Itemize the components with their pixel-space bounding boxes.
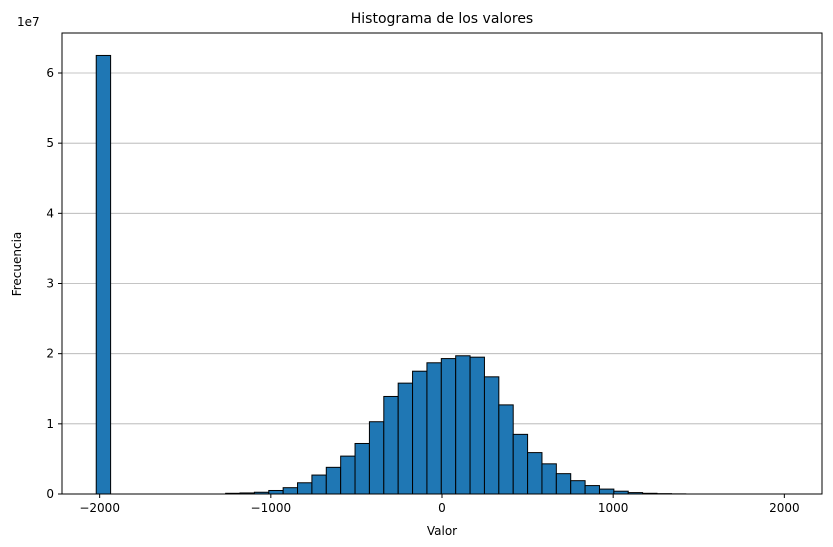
y-tick-label: 1: [46, 417, 54, 431]
x-tick-label: −1000: [251, 501, 292, 515]
histogram-bar: [469, 356, 485, 495]
y-tick-label: 6: [46, 66, 54, 80]
histogram-bar: [268, 489, 284, 495]
histogram-bar: [440, 358, 457, 495]
histogram-bar: [512, 433, 529, 495]
histogram-bar: [527, 452, 543, 495]
y-tick-label: 2: [46, 347, 54, 361]
histogram-bars: [95, 54, 687, 495]
histogram-bar: [397, 382, 414, 495]
x-axis-label: Valor: [427, 524, 457, 538]
y-tick-label: 5: [46, 136, 54, 150]
histogram-bar: [584, 485, 600, 495]
chart-title: Histograma de los valores: [351, 11, 533, 27]
y-tick-label: 0: [46, 487, 54, 501]
histogram-bar: [498, 404, 514, 495]
histogram-bar: [426, 362, 442, 495]
histogram-bar: [412, 370, 428, 495]
y-axis-ticks: 0 1 2 3 4 5 6: [46, 66, 62, 501]
histogram-bar: [297, 482, 313, 495]
histogram-bar: [282, 487, 299, 495]
y-tick-label: 3: [46, 276, 54, 290]
x-axis-ticks: −2000 −1000 0 1000 2000: [79, 494, 800, 515]
histogram-bar: [455, 355, 471, 495]
x-tick-label: −2000: [79, 501, 120, 515]
histogram-bar: [483, 376, 500, 495]
histogram-bar: [354, 442, 370, 495]
y-axis-offset-label: 1e7: [17, 15, 40, 29]
x-tick-label: 1000: [598, 501, 629, 515]
y-axis-label: Frecuencia: [10, 232, 24, 297]
histogram-bar: [555, 473, 572, 495]
grid-lines: [62, 72, 822, 425]
histogram-bar: [311, 474, 327, 495]
x-tick-label: 2000: [769, 501, 800, 515]
histogram-bar: [570, 480, 586, 495]
histogram-bar: [340, 455, 356, 495]
y-tick-label: 4: [46, 206, 54, 220]
histogram-bar: [95, 54, 112, 495]
histogram-bar: [383, 395, 399, 495]
histogram-bar: [598, 488, 615, 495]
x-tick-label: 0: [438, 501, 446, 515]
histogram-bar: [325, 466, 342, 495]
histogram-bar: [541, 463, 557, 495]
histogram-bar: [368, 421, 385, 495]
